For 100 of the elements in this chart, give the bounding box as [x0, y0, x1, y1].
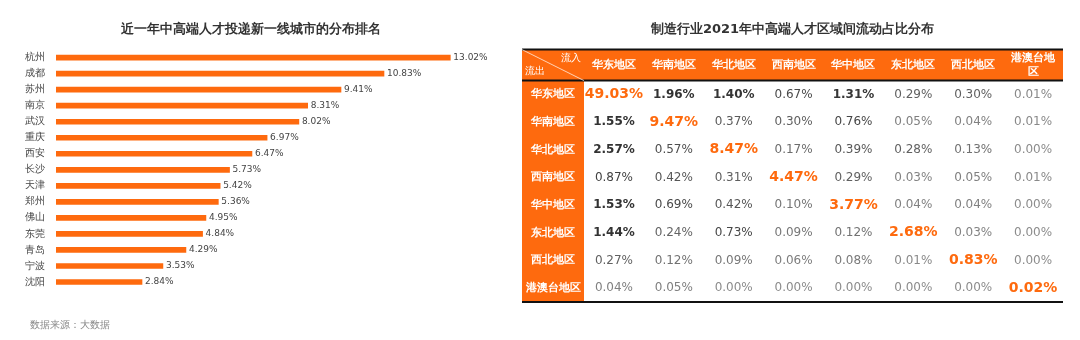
data-label: 1.53% [593, 197, 635, 212]
chart-title: 制造行业2021年中高端人才区域间流动占比分布 [649, 21, 935, 37]
data-label: 0.24% [654, 224, 693, 239]
bar [56, 134, 268, 141]
data-label: 0.04% [594, 280, 633, 295]
data-label: 5.73% [232, 164, 262, 175]
y-tick-label: 西安 [25, 147, 45, 159]
data-label: 0.12% [654, 252, 693, 267]
y-tick-label: 西南地区 [530, 170, 575, 184]
y-tick-label: 杭州 [24, 51, 45, 63]
data-label: 2.57% [593, 141, 635, 156]
data-label: 0.17% [774, 141, 813, 156]
x-axis-title: 流入 [561, 52, 581, 64]
data-label: 0.03% [894, 169, 933, 184]
data-label: 0.09% [714, 252, 753, 267]
data-label: 0.00% [1014, 197, 1053, 212]
data-label: 0.04% [894, 197, 933, 212]
bar [56, 215, 207, 221]
data-label: 0.00% [1014, 224, 1053, 239]
data-label: 0.00% [834, 280, 873, 295]
y-tick-label: 南京 [25, 99, 45, 111]
x-tick-label: 华中地区 [830, 57, 876, 71]
data-label: 0.67% [774, 86, 813, 101]
data-label: 6.47% [254, 148, 284, 159]
data-label: 0.01% [1014, 86, 1053, 101]
data-label: 0.42% [654, 169, 693, 184]
data-label: 0.27% [594, 252, 633, 267]
y-tick-label: 佛山 [25, 211, 45, 223]
y-tick-label: 沈阳 [25, 275, 45, 287]
data-label: 0.06% [774, 252, 813, 267]
source-note: 数据来源：大数据 [30, 318, 110, 332]
y-tick-label: 华南地区 [530, 114, 575, 128]
data-label: 0.10% [774, 197, 813, 212]
data-label: 0.37% [714, 114, 753, 129]
data-label: 0.12% [834, 224, 873, 239]
y-tick-label: 成都 [25, 67, 45, 79]
data-label: 0.29% [894, 86, 933, 101]
data-label: 0.30% [774, 114, 813, 129]
data-label: 1.44% [593, 224, 635, 239]
data-label: 0.01% [1014, 114, 1053, 129]
data-label: 0.00% [714, 280, 753, 295]
bar [56, 247, 187, 253]
y-tick-label: 华北地区 [530, 142, 575, 156]
data-label: 4.84% [205, 228, 235, 239]
data-label: 0.04% [954, 114, 993, 129]
bar [56, 199, 219, 205]
data-label: 4.29% [188, 244, 218, 255]
data-label: 0.01% [1014, 169, 1053, 184]
y-tick-label: 天津 [25, 179, 45, 191]
data-label: 9.41% [343, 84, 374, 95]
y-tick-label: 东北地区 [530, 225, 575, 239]
x-tick-label: 东北地区 [890, 57, 936, 71]
data-label: 0.01% [894, 252, 933, 267]
y-tick-label: 港澳台地区 [524, 281, 581, 295]
x-tick-label: 西南地区 [770, 57, 816, 71]
y-tick-label: 武汉 [25, 115, 45, 127]
data-label: 0.57% [654, 141, 693, 156]
data-label: 0.00% [894, 280, 933, 295]
data-label: 0.30% [954, 86, 993, 101]
x-tick-label: 西北地区 [950, 57, 996, 71]
data-label: 3.53% [165, 260, 195, 271]
data-label: 10.83% [386, 67, 422, 78]
data-label: 8.02% [301, 116, 331, 127]
data-label: 8.31% [310, 100, 340, 111]
y-tick-label: 西北地区 [530, 253, 575, 267]
y-tick-label: 长沙 [25, 163, 45, 175]
bar [56, 102, 308, 109]
bar [56, 183, 221, 189]
x-tick-label: 华东地区 [590, 57, 636, 71]
data-label: 0.69% [654, 197, 693, 212]
bar [56, 118, 300, 125]
data-label: 0.00% [1014, 141, 1053, 156]
data-label: 0.28% [894, 141, 933, 156]
data-label: 0.42% [714, 197, 753, 212]
data-label: 1.40% [712, 86, 755, 101]
data-label: 1.55% [593, 114, 635, 129]
bar [56, 150, 253, 157]
y-tick-label: 华中地区 [530, 198, 575, 211]
y-tick-label: 郑州 [25, 195, 45, 207]
bar [56, 166, 230, 173]
y-tick-label: 苏州 [25, 83, 45, 95]
bar [56, 263, 164, 269]
y-tick-label: 重庆 [25, 131, 45, 143]
x-tick-label: 港澳台地区 [1010, 50, 1057, 78]
x-tick-label: 华北地区 [710, 57, 756, 71]
data-label: 0.31% [714, 169, 753, 184]
data-label: 0.13% [954, 141, 993, 156]
data-label: 0.04% [954, 197, 993, 212]
data-label: 0.00% [774, 280, 813, 295]
data-label: 0.05% [894, 114, 933, 129]
data-label: 0.87% [594, 169, 633, 184]
data-label: 4.47% [769, 168, 818, 185]
data-label: 0.00% [1014, 252, 1053, 267]
data-label: 6.97% [270, 132, 300, 143]
data-label: 4.95% [208, 212, 238, 223]
data-label: 1.31% [832, 86, 875, 101]
data-label: 0.08% [834, 252, 873, 267]
data-label: 2.84% [145, 276, 175, 287]
data-label: 13.02% [453, 51, 489, 62]
data-label: 5.42% [223, 180, 253, 191]
